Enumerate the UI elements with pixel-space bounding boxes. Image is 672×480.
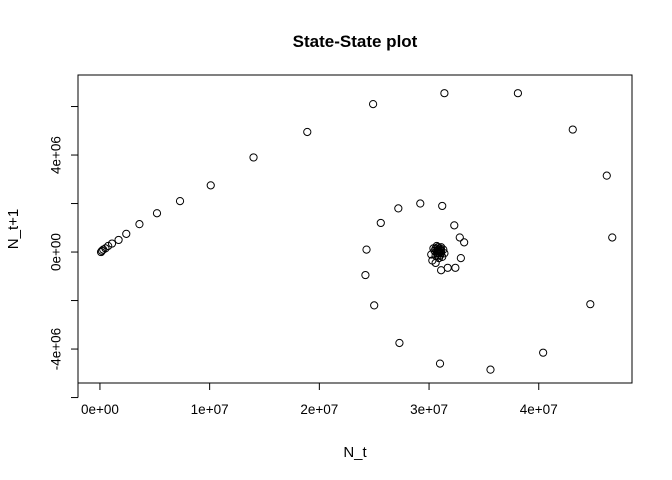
data-point [101, 244, 110, 253]
data-point [450, 221, 459, 230]
data-point [395, 338, 404, 348]
data-point [434, 247, 444, 256]
data-point [602, 171, 611, 180]
x-tick-label: 1e+07 [191, 402, 229, 417]
data-point [438, 201, 447, 211]
chart-title: State-State plot [293, 32, 418, 51]
data-point [486, 365, 495, 374]
data-point [394, 204, 403, 213]
data-point [437, 266, 446, 275]
data-point [107, 239, 117, 248]
data-point [608, 233, 617, 242]
x-tick-label: 3e+07 [410, 402, 448, 417]
data-point [440, 89, 449, 98]
y-axis: -4e+06 0e+00 4e+06 [49, 106, 79, 399]
data-point [206, 181, 215, 190]
x-axis-label: N_t [343, 444, 367, 461]
data-point [135, 220, 144, 229]
data-point [539, 348, 548, 357]
data-point [114, 235, 123, 245]
data-point [451, 263, 460, 272]
data-point [369, 100, 378, 109]
data-point [249, 153, 258, 162]
data-point [568, 125, 577, 134]
y-tick-label: 0e+00 [49, 233, 64, 271]
data-point [435, 359, 445, 368]
data-point [122, 229, 131, 238]
data-point [303, 127, 312, 137]
x-tick-label: 2e+07 [300, 402, 338, 417]
data-point [376, 218, 385, 228]
y-tick-label: -4e+06 [49, 328, 64, 370]
data-point [513, 89, 523, 98]
data-point [370, 301, 379, 310]
data-point [460, 238, 469, 247]
x-axis: 0e+00 1e+07 2e+07 3e+07 4e+07 [81, 382, 558, 417]
data-point [586, 300, 595, 309]
data-point [362, 245, 371, 254]
data-point [456, 254, 465, 263]
x-tick-label: 4e+07 [520, 402, 558, 417]
y-axis-label: N_t+1 [5, 209, 22, 249]
data-point [175, 197, 185, 206]
x-tick-label: 0e+00 [81, 402, 119, 417]
plot-frame [77, 74, 633, 384]
data-point [416, 199, 425, 208]
data-point [361, 270, 370, 280]
data-point [152, 209, 162, 218]
data-point [455, 233, 464, 242]
data-points [96, 89, 617, 374]
y-tick-label: 4e+06 [49, 136, 64, 174]
